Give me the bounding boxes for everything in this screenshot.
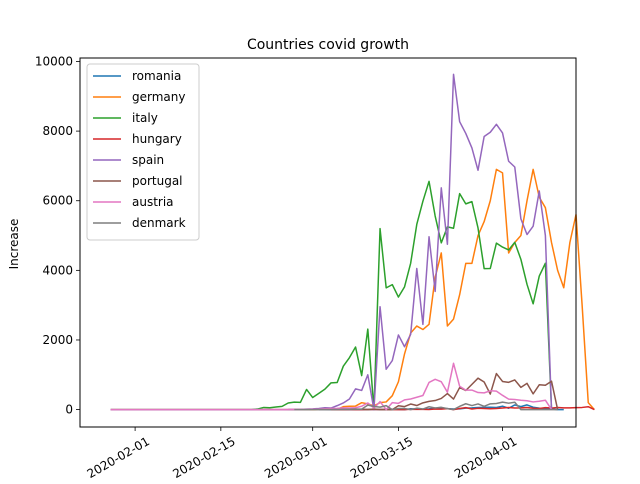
legend-label-romania: romania: [132, 69, 181, 83]
y-tick-label: 4000: [42, 263, 73, 277]
y-axis-label: Increase: [7, 219, 21, 270]
y-tick-label: 8000: [42, 124, 73, 138]
x-axis: 2020-02-01 2020-02-15 2020-03-01 2020-03-15…: [85, 427, 519, 481]
legend-label-germany: germany: [132, 90, 185, 104]
chart-title: Countries covid growth: [247, 37, 409, 53]
x-tick-label: 2020-03-01: [262, 434, 329, 480]
series-line-denmark: [294, 401, 558, 411]
x-tick-label: 2020-04-01: [452, 434, 519, 480]
legend-label-italy: italy: [132, 111, 158, 125]
legend-label-hungary: hungary: [132, 132, 182, 146]
x-tick-label: 2020-02-15: [170, 434, 237, 480]
legend: romania germany italy hungary spain portugal a…: [86, 63, 200, 241]
plot-frame: [79, 57, 577, 428]
y-tick-label: 2000: [42, 333, 73, 347]
y-axis: 0 2000 4000 6000 8000 10000: [35, 54, 80, 417]
y-tick-label: 10000: [35, 54, 73, 68]
legend-label-spain: spain: [132, 153, 164, 167]
series-line-austria: [110, 362, 553, 411]
series-lines: [110, 73, 595, 411]
y-tick-label: 6000: [42, 194, 73, 208]
legend-box: [86, 63, 200, 241]
x-tick-label: 2020-02-01: [85, 434, 152, 480]
legend-label-denmark: denmark: [132, 216, 186, 230]
legend-label-austria: austria: [132, 195, 174, 209]
legend-label-portugal: portugal: [132, 174, 183, 188]
y-tick-label: 0: [65, 403, 73, 417]
x-tick-label: 2020-03-15: [348, 434, 415, 480]
